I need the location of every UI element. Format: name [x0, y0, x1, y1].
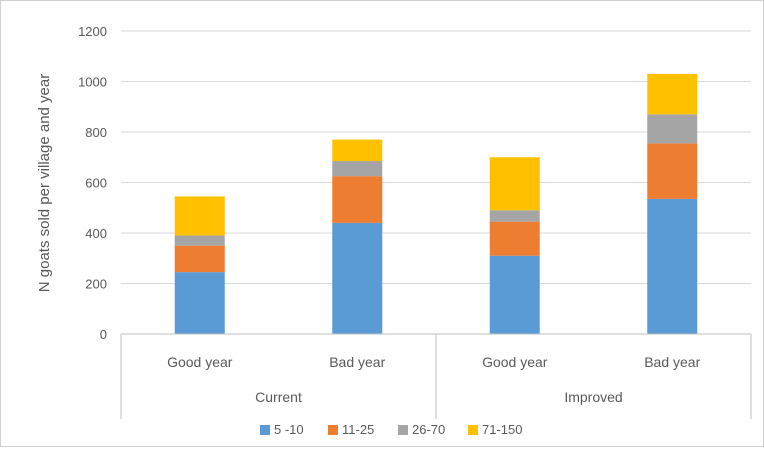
y-tick-label: 1000	[78, 75, 107, 90]
bar-segment	[332, 161, 383, 177]
bar-segment	[332, 176, 383, 223]
y-tick-label: 200	[85, 277, 107, 292]
bar-segment	[332, 222, 383, 334]
x-category-label: Good year	[482, 354, 548, 370]
legend-swatch	[398, 425, 408, 435]
legend-label: 71-150	[482, 422, 522, 437]
axes: 0 200 400 600 800 1000 1200 Good year Bad year Go…	[78, 24, 752, 419]
x-category-label: Good year	[167, 354, 233, 370]
bar-segment	[647, 73, 698, 115]
legend-swatch	[468, 425, 478, 435]
y-tick-label: 400	[85, 226, 107, 241]
y-axis-title: N goats sold per village and year	[36, 74, 53, 292]
bar-segment	[489, 221, 540, 256]
x-group-label: Improved	[564, 389, 622, 405]
legend-swatch	[260, 425, 270, 435]
y-tick-label: 600	[85, 176, 107, 191]
bar-segment	[489, 157, 540, 211]
x-category-label: Bad year	[329, 354, 385, 370]
bars	[174, 73, 698, 334]
x-group-label: Current	[255, 389, 302, 405]
legend-swatch	[328, 425, 338, 435]
bar-segment	[174, 235, 225, 246]
y-tick-label: 1200	[78, 24, 107, 39]
bar-segment	[489, 210, 540, 222]
bar-segment	[174, 196, 225, 236]
y-tick-label: 0	[100, 327, 107, 342]
legend: 5 -10 11-25 26-70 71-150	[260, 422, 522, 437]
y-tick-label: 800	[85, 125, 107, 140]
bar-segment	[647, 114, 698, 144]
bar-segment	[647, 198, 698, 334]
legend-label: 11-25	[342, 422, 374, 437]
bar-segment	[174, 245, 225, 273]
bar-segment	[332, 139, 383, 162]
legend-label: 26-70	[412, 422, 445, 437]
legend-label: 5 -10	[274, 422, 304, 437]
bar-segment	[174, 272, 225, 334]
bar-segment	[647, 143, 698, 199]
bar-segment	[489, 255, 540, 334]
x-category-label: Bad year	[644, 354, 700, 370]
gridlines	[121, 30, 751, 284]
